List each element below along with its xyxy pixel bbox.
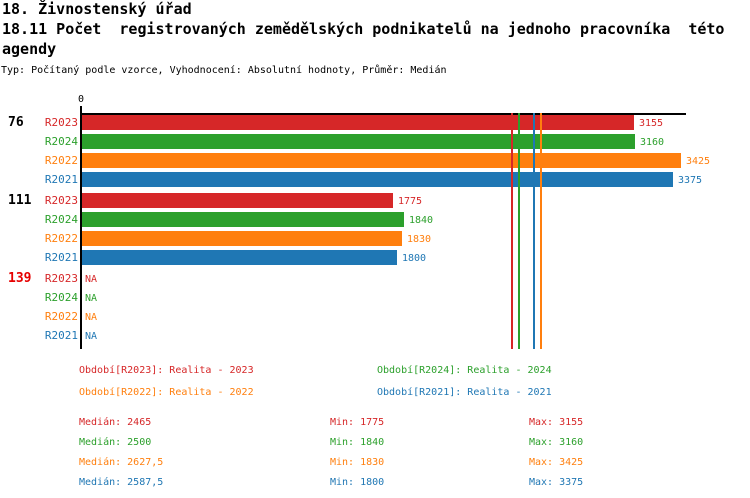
na-label-R2022: NA [85, 312, 98, 323]
bar-value-label-R2022: 1830 [407, 234, 432, 245]
bar-R2024 [82, 212, 404, 227]
na-label-R2024: NA [85, 293, 98, 304]
max-stat-R2023: Max: 3155 [529, 417, 584, 428]
bar-value-label-R2023: 1775 [398, 196, 423, 207]
group-label-139: 139 [8, 271, 32, 286]
legend-item-R2024: Období[R2024]: Realita - 2024 [377, 365, 552, 376]
max-stat-R2022: Max: 3425 [529, 457, 584, 468]
series-label-R2023: R2023 [44, 116, 78, 129]
median-line-R2024 [518, 113, 520, 349]
bar-value-label-R2021: 3375 [678, 175, 703, 186]
x-axis-zero-tick [80, 106, 82, 113]
median-stat-R2022: Medián: 2627,5 [79, 457, 164, 468]
min-stat-R2022: Min: 1830 [330, 457, 385, 468]
series-label-R2022: R2022 [44, 232, 78, 245]
indicator-meta: Typ: Počítaný podle vzorce, Vyhodnocení:… [1, 65, 447, 76]
min-stat-R2021: Min: 1800 [330, 477, 385, 488]
series-label-R2021: R2021 [44, 329, 78, 342]
series-label-R2023: R2023 [44, 272, 78, 285]
bar-value-label-R2024: 1840 [409, 215, 434, 226]
series-label-R2021: R2021 [44, 173, 78, 186]
median-line-R2021 [533, 113, 535, 349]
series-label-R2022: R2022 [44, 310, 78, 323]
x-axis-line [80, 113, 686, 115]
bar-value-label-R2023: 3155 [639, 118, 664, 129]
max-stat-R2021: Max: 3375 [529, 477, 584, 488]
median-stat-R2021: Medián: 2587,5 [79, 477, 164, 488]
bar-R2022 [82, 153, 681, 168]
y-axis-line [80, 113, 82, 349]
series-label-R2024: R2024 [44, 213, 78, 226]
group-label-111: 111 [8, 193, 32, 208]
page-title: 18. Živnostenský úřad [2, 0, 192, 18]
median-stat-R2024: Medián: 2500 [79, 437, 152, 448]
x-axis-zero-label: 0 [77, 94, 85, 105]
group-label-76: 76 [8, 115, 24, 130]
bar-R2023 [82, 193, 393, 208]
series-label-R2023: R2023 [44, 194, 78, 207]
indicator-title-line2: agendy [2, 40, 57, 58]
bar-value-label-R2024: 3160 [640, 137, 665, 148]
bar-value-label-R2021: 1800 [402, 253, 427, 264]
legend-item-R2021: Období[R2021]: Realita - 2021 [377, 387, 552, 398]
bar-R2021 [82, 172, 673, 187]
bar-value-label-R2022: 3425 [686, 156, 711, 167]
na-label-R2021: NA [85, 331, 98, 342]
legend-item-R2022: Období[R2022]: Realita - 2022 [79, 387, 254, 398]
na-label-R2023: NA [85, 274, 98, 285]
series-label-R2024: R2024 [44, 135, 78, 148]
legend-item-R2023: Období[R2023]: Realita - 2023 [79, 365, 254, 376]
bar-R2021 [82, 250, 397, 265]
series-label-R2024: R2024 [44, 291, 78, 304]
bar-R2023 [82, 115, 634, 130]
bar-R2024 [82, 134, 635, 149]
min-stat-R2024: Min: 1840 [330, 437, 385, 448]
max-stat-R2024: Max: 3160 [529, 437, 584, 448]
bar-R2022 [82, 231, 402, 246]
indicator-title-line1: 18.11 Počet registrovaných zemědělských … [2, 20, 725, 38]
series-label-R2021: R2021 [44, 251, 78, 264]
median-line-R2022 [540, 113, 542, 349]
min-stat-R2023: Min: 1775 [330, 417, 385, 428]
series-label-R2022: R2022 [44, 154, 78, 167]
median-stat-R2023: Medián: 2465 [79, 417, 152, 428]
median-line-R2023 [511, 113, 513, 349]
